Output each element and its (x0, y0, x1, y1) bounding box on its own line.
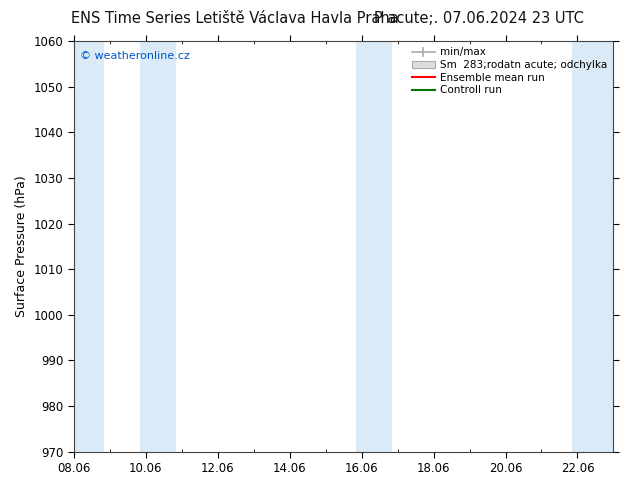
Bar (356, 41, 392, 452)
Bar (140, 41, 176, 452)
Legend: min/max, Sm  283;rodatn acute; odchylka, Ensemble mean run, Controll run: min/max, Sm 283;rodatn acute; odchylka, … (408, 43, 611, 99)
Y-axis label: Surface Pressure (hPa): Surface Pressure (hPa) (15, 175, 28, 317)
Bar (572, 41, 617, 452)
Text: © weatheronline.cz: © weatheronline.cz (80, 51, 190, 61)
Text: P acute;. 07.06.2024 23 UTC: P acute;. 07.06.2024 23 UTC (373, 11, 584, 26)
Bar (70, 41, 105, 452)
Text: ENS Time Series Letiště Václava Havla Praha: ENS Time Series Letiště Václava Havla Pr… (71, 11, 398, 26)
